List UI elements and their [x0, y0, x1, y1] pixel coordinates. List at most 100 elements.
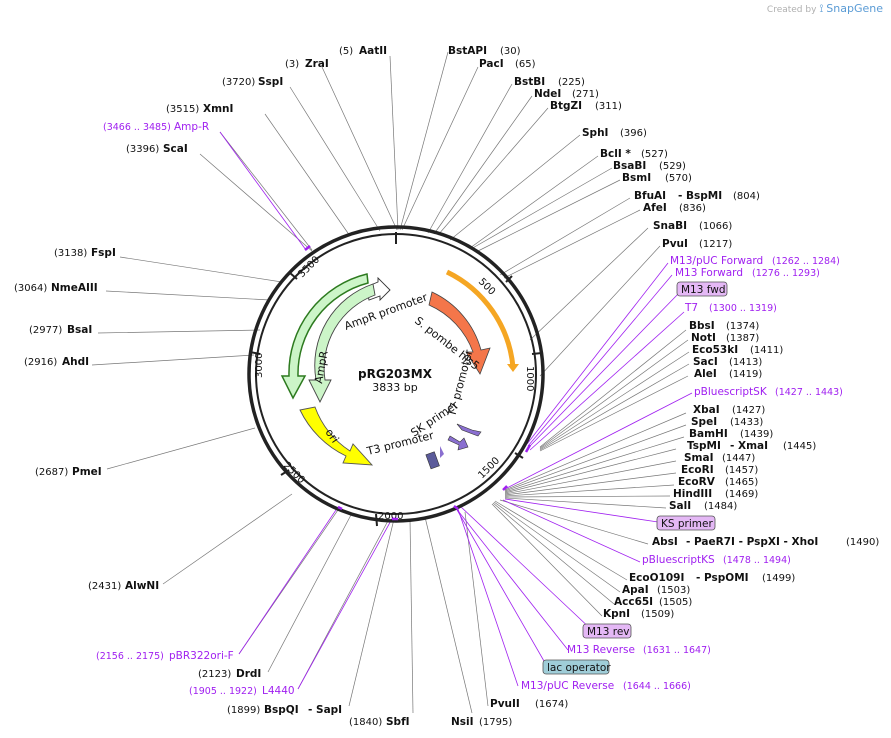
backbone-outer: [247, 225, 545, 523]
site-extra[interactable]: - SapI: [308, 704, 342, 716]
site-pos: (1387): [726, 333, 759, 344]
site-extra[interactable]: - XmaI: [730, 440, 768, 452]
m13-rev-badge[interactable]: [582, 623, 632, 639]
site-name[interactable]: DrdI: [236, 668, 261, 680]
site-name[interactable]: AfeI: [643, 202, 667, 214]
site-name[interactable]: PmeI: [72, 466, 102, 478]
feature-name[interactable]: lac operator: [547, 662, 611, 674]
feature-name[interactable]: KS primer: [661, 518, 713, 530]
site-name[interactable]: BstAPI: [448, 45, 487, 57]
site-name[interactable]: Eco53kI: [692, 344, 738, 356]
site-extra[interactable]: - PaeR7I - PspXI - XhoI: [686, 536, 818, 548]
feature-name[interactable]: pBR322ori-F: [169, 650, 234, 662]
site-name[interactable]: XmnI: [203, 103, 233, 115]
site-name[interactable]: BsaBI: [613, 160, 646, 172]
ks-primer-badge[interactable]: [656, 515, 716, 531]
feature-name[interactable]: M13 rev: [587, 626, 630, 638]
site-name[interactable]: EcoO109I: [629, 572, 684, 584]
feature-name[interactable]: M13 Forward: [675, 267, 743, 279]
site-name[interactable]: ScaI: [163, 143, 188, 155]
feature-name[interactable]: L4440: [262, 685, 295, 697]
site-name[interactable]: AhdI: [62, 356, 89, 368]
site-name[interactable]: AleI: [694, 368, 717, 380]
site-pos: (1465): [725, 477, 758, 488]
site-name[interactable]: BstBI: [514, 76, 545, 88]
site-name[interactable]: SacI: [693, 356, 718, 368]
feature-name[interactable]: M13/pUC Forward: [670, 255, 763, 267]
site-name[interactable]: FspI: [91, 247, 116, 259]
site-name[interactable]: SalI: [669, 500, 691, 512]
site-name[interactable]: SspI: [258, 76, 283, 88]
lac-operator-badge[interactable]: [542, 659, 610, 675]
site-name[interactable]: HindIII: [673, 488, 712, 500]
site-name[interactable]: SnaBI: [653, 220, 687, 232]
site-pos: (1505): [659, 597, 692, 608]
site-pos: (1469): [725, 489, 758, 500]
site-name[interactable]: SpeI: [691, 416, 717, 428]
site-pos: (311): [595, 101, 622, 112]
feature-label-t3-promoter: T3 promoter: [365, 429, 436, 458]
feature-pos: (1478 .. 1494): [723, 555, 791, 566]
site-name[interactable]: KpnI: [603, 608, 630, 620]
site-name[interactable]: AbsI: [652, 536, 678, 548]
site-name[interactable]: NotI: [691, 332, 716, 344]
site-name[interactable]: SmaI: [684, 452, 714, 464]
site-pos: (529): [659, 161, 686, 172]
site-name[interactable]: EcoRV: [678, 476, 716, 488]
feature-name[interactable]: M13/pUC Reverse: [521, 680, 614, 692]
site-pos: (225): [558, 77, 585, 88]
site-name[interactable]: EcoRI: [681, 464, 714, 476]
site-name[interactable]: ZraI: [305, 58, 329, 70]
site-name[interactable]: SbfI: [386, 716, 410, 728]
feature-name[interactable]: Amp-R: [174, 121, 209, 133]
site-name[interactable]: BtgZI: [550, 100, 582, 112]
site-name[interactable]: PvuI: [662, 238, 688, 250]
site-name[interactable]: BsmI: [622, 172, 651, 184]
site-name[interactable]: BsaI: [67, 324, 92, 336]
site-name[interactable]: PvuII: [490, 698, 520, 710]
site-name[interactable]: NmeAIII: [51, 282, 98, 294]
tick-marks: [249, 232, 543, 527]
site-name[interactable]: BclI *: [600, 148, 631, 160]
snapgene-logo-icon: ⟟: [819, 2, 824, 15]
feature-name[interactable]: pBluescriptKS: [642, 554, 715, 566]
site-name[interactable]: AatII: [359, 45, 387, 57]
site-name[interactable]: BamHI: [689, 428, 728, 440]
site-name[interactable]: Acc65I: [614, 596, 653, 608]
site-pos: (271): [572, 89, 599, 100]
site-name[interactable]: TspMI: [687, 440, 721, 452]
site-pos: (1899): [227, 705, 260, 716]
site-name[interactable]: BfuAI: [634, 190, 666, 202]
site-name[interactable]: NsiI: [451, 716, 474, 728]
site-extra[interactable]: - BspMI: [678, 190, 722, 202]
site-name[interactable]: NdeI: [534, 88, 561, 100]
feature-pos: (1300 .. 1319): [709, 303, 777, 314]
site-name[interactable]: BspQI: [264, 704, 299, 716]
feature-name[interactable]: T7: [684, 302, 698, 314]
site-extra[interactable]: - PspOMI: [696, 572, 749, 584]
site-name[interactable]: BbsI: [689, 320, 715, 332]
tick-label-3000: 3000: [254, 353, 265, 378]
site-name[interactable]: SphI: [582, 127, 608, 139]
site-pos: (1419): [729, 369, 762, 380]
site-pos: (1217): [699, 239, 732, 250]
credit-brand: SnapGene: [826, 2, 883, 15]
site-pos: (2916): [24, 357, 57, 368]
feature-name[interactable]: M13 fwd: [681, 284, 726, 296]
site-name[interactable]: AlwNI: [125, 580, 159, 592]
feature-name[interactable]: pBluescriptSK: [694, 386, 768, 398]
feature-pos: (1276 .. 1293): [752, 268, 820, 279]
site-name[interactable]: ApaI: [622, 584, 649, 596]
m13-fwd-badge[interactable]: [676, 281, 728, 297]
sk-primer-arrow: [447, 435, 469, 451]
feature-pos: (1905 .. 1922): [189, 686, 257, 697]
feature-label-ampr: AmpR: [312, 350, 331, 385]
site-name[interactable]: XbaI: [693, 404, 720, 416]
site-pos: (1499): [762, 573, 795, 584]
site-name[interactable]: PacI: [479, 58, 504, 70]
site-pos: (30): [500, 46, 521, 57]
site-pos: (2431): [88, 581, 121, 592]
feature-name[interactable]: M13 Reverse: [567, 644, 635, 656]
ori-arrow: [299, 406, 374, 466]
site-pos: (1840): [349, 717, 382, 728]
